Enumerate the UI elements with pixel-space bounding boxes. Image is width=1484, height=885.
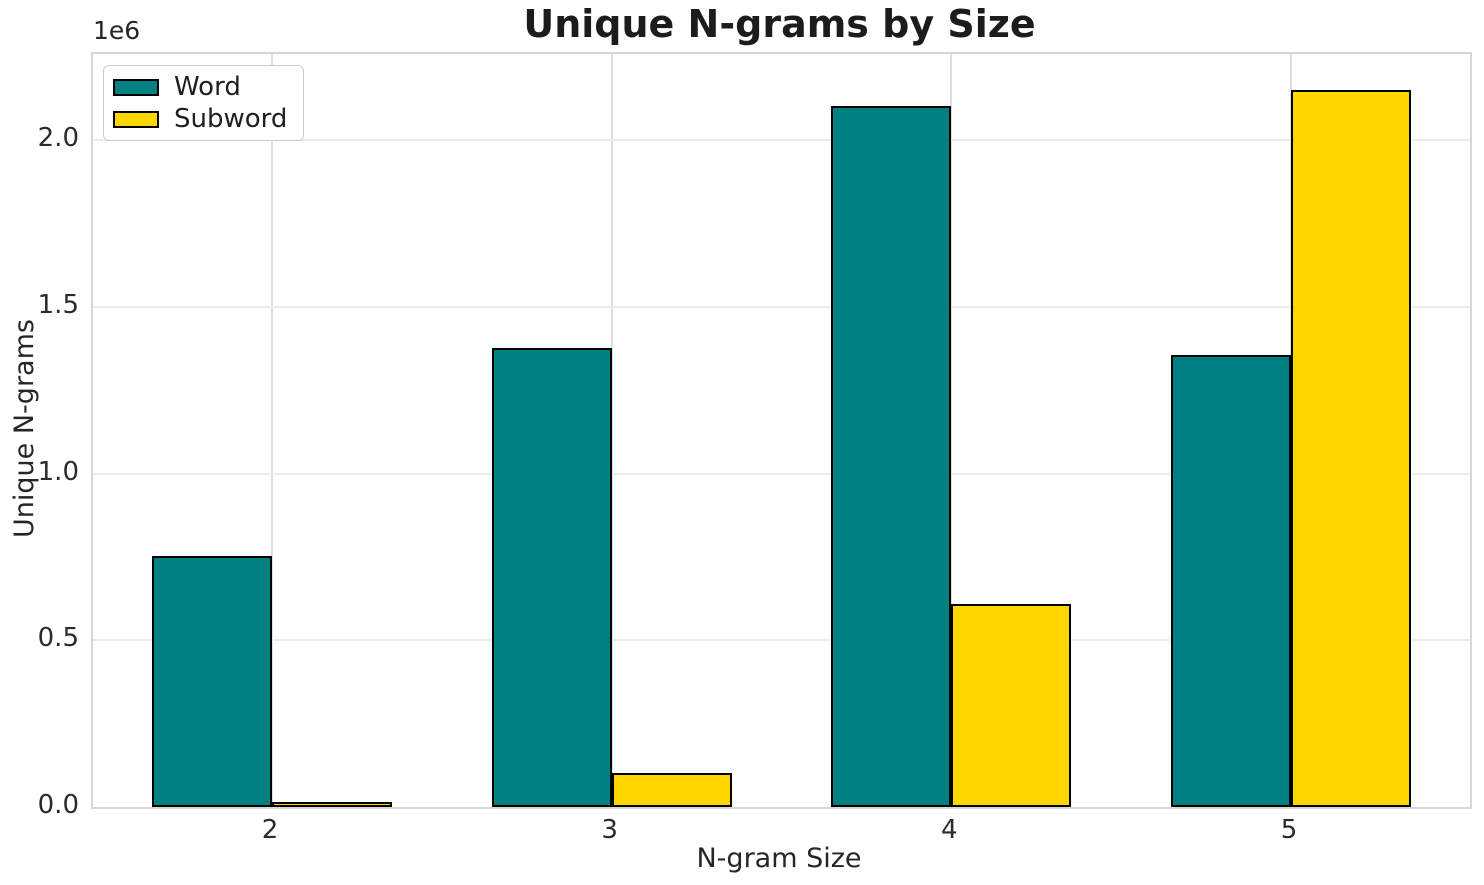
- x-gridline: [271, 54, 273, 807]
- y-tick-label: 0.5: [37, 623, 79, 654]
- legend-swatch-subword: [113, 110, 159, 128]
- y-tick-label: 1.5: [37, 289, 79, 320]
- y-tick-label: 2.0: [37, 123, 79, 154]
- legend-swatch-word: [113, 78, 159, 96]
- x-gridline: [610, 54, 613, 807]
- y-axis-offset-label: 1e6: [93, 16, 141, 45]
- y-gridline: [93, 139, 1470, 142]
- x-axis-label: N-gram Size: [696, 842, 862, 874]
- bar-subword-5: [1290, 90, 1411, 807]
- bar-word-4: [831, 106, 952, 807]
- bar-word-5: [1170, 355, 1291, 807]
- bar-subword-4: [951, 604, 1072, 807]
- plot-area: Word Subword: [91, 52, 1472, 809]
- x-tick-label: 4: [941, 815, 958, 845]
- y-tick-label: 1.0: [37, 456, 79, 487]
- x-tick-label: 2: [261, 815, 279, 845]
- bar-word-2: [152, 556, 272, 807]
- y-tick-label: 0.0: [37, 790, 79, 820]
- bar-subword-3: [611, 773, 732, 807]
- x-tick-label: 5: [1280, 815, 1298, 845]
- legend: Word Subword: [103, 65, 305, 141]
- y-gridline: [93, 472, 1470, 475]
- bar-subword-2: [272, 802, 392, 807]
- y-gridline: [93, 305, 1470, 308]
- bar-word-3: [491, 348, 612, 807]
- legend-item-word: Word: [113, 73, 287, 101]
- legend-item-label: Subword: [174, 104, 288, 134]
- x-gridline: [950, 54, 953, 807]
- y-axis-label: Unique N-grams: [8, 318, 40, 538]
- chart-title: Unique N-grams by Size: [523, 2, 1036, 46]
- legend-item-label: Word: [174, 72, 241, 102]
- x-tick-label: 3: [601, 815, 618, 845]
- legend-item-subword: Subword: [113, 105, 287, 133]
- y-gridline: [93, 639, 1470, 642]
